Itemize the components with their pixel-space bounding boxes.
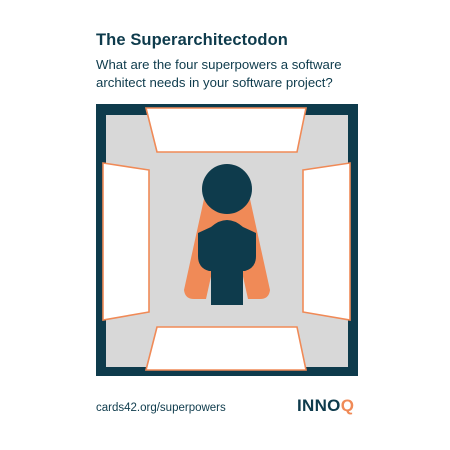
innoq-logo: INNOQ — [297, 396, 354, 416]
left-panel — [102, 162, 150, 321]
logo-main-text: INNO — [297, 396, 341, 415]
card-title: The Superarchitectodon — [96, 31, 288, 49]
logo-accent-text: Q — [340, 396, 355, 415]
card-question: What are the four superpowers a software… — [96, 57, 342, 90]
footer-link[interactable]: cards42.org/superpowers — [96, 402, 226, 414]
top-panel — [144, 107, 307, 153]
right-panel — [302, 162, 351, 321]
architect-figure-icon — [198, 164, 256, 305]
bottom-panel — [144, 326, 307, 371]
